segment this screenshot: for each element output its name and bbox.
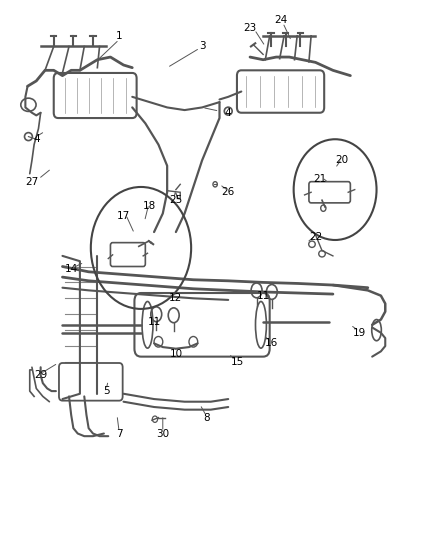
Text: 8: 8 (203, 413, 209, 423)
Text: 5: 5 (102, 386, 109, 396)
Text: 26: 26 (221, 187, 234, 197)
Text: 4: 4 (224, 108, 231, 118)
Text: 20: 20 (334, 156, 347, 165)
Text: 4: 4 (33, 134, 39, 144)
Text: 17: 17 (117, 211, 130, 221)
Text: 19: 19 (352, 328, 365, 338)
Text: 7: 7 (116, 429, 122, 439)
Text: 11: 11 (147, 317, 160, 327)
Text: 3: 3 (198, 42, 205, 52)
Text: 16: 16 (265, 338, 278, 349)
Text: 30: 30 (156, 429, 169, 439)
Text: 1: 1 (116, 31, 122, 41)
Text: 29: 29 (34, 370, 47, 380)
Text: 15: 15 (230, 357, 243, 367)
Text: 27: 27 (25, 176, 39, 187)
Text: 14: 14 (64, 264, 78, 274)
Text: 11: 11 (256, 290, 269, 301)
Text: 10: 10 (169, 349, 182, 359)
Text: 23: 23 (243, 23, 256, 33)
Text: 22: 22 (308, 232, 321, 243)
Text: 18: 18 (143, 200, 156, 211)
Text: 12: 12 (169, 293, 182, 303)
Text: 25: 25 (169, 195, 182, 205)
Text: 21: 21 (312, 174, 326, 184)
Text: 24: 24 (273, 15, 286, 25)
